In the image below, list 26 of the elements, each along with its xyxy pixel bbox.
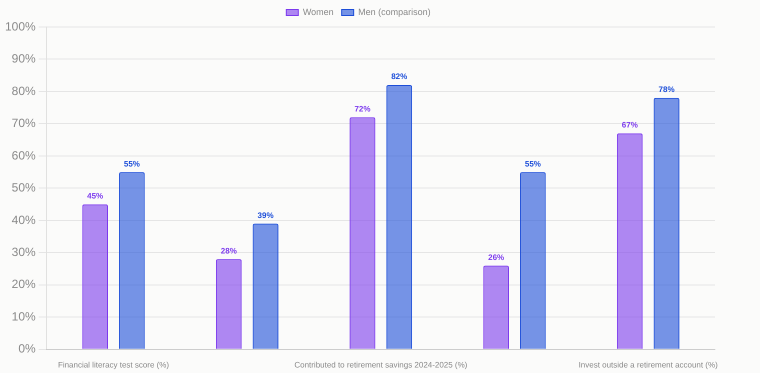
data-label: 82% [391, 72, 408, 82]
data-label: 72% [354, 104, 370, 114]
y-tick-label: 50% [12, 180, 36, 195]
legend-label: Men (comparison) [358, 6, 431, 17]
legend-label: Women [302, 6, 334, 17]
y-tick-label: 30% [12, 244, 36, 259]
data-label: 67% [622, 120, 638, 130]
data-label: 55% [524, 159, 541, 168]
y-tick-label: 70% [12, 116, 36, 130]
y-tick-label: 80% [12, 84, 36, 98]
data-label: 78% [658, 85, 675, 94]
y-tick-label: 0% [18, 342, 36, 356]
x-tick-label: Contributed to retirement savings 2024-2025 (%) [294, 360, 468, 370]
y-tick-label: 90% [12, 52, 36, 66]
data-label: 28% [220, 246, 237, 256]
data-label: 39% [258, 210, 274, 220]
y-tick-label: 100% [4, 19, 36, 34]
data-label: 26% [488, 252, 504, 262]
y-tick-label: 10% [12, 309, 36, 324]
data-label: 55% [124, 159, 140, 168]
x-tick-label: Financial literacy test score (%) [58, 360, 170, 370]
x-tick-label: Invest outside a retirement account (%) [578, 360, 718, 370]
y-tick-label: 40% [12, 212, 36, 227]
y-tick-label: 20% [12, 277, 36, 292]
data-label: 45% [87, 192, 104, 201]
y-tick-label: 60% [12, 148, 36, 162]
